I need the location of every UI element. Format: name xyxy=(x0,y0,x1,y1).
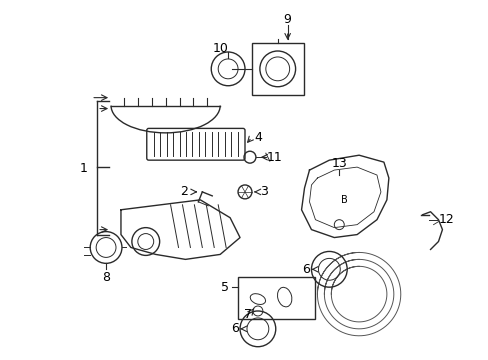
Text: 13: 13 xyxy=(331,157,346,170)
Text: 3: 3 xyxy=(260,185,267,198)
Bar xyxy=(238,277,315,319)
Text: 7: 7 xyxy=(244,309,251,321)
Text: 1: 1 xyxy=(79,162,87,175)
Text: 5: 5 xyxy=(221,281,229,294)
Text: 6: 6 xyxy=(302,263,310,276)
Text: 2: 2 xyxy=(180,185,188,198)
Text: 4: 4 xyxy=(253,131,261,144)
Bar xyxy=(251,43,303,95)
Text: 10: 10 xyxy=(212,41,228,54)
Text: 11: 11 xyxy=(266,151,282,164)
Text: 8: 8 xyxy=(102,271,110,284)
Text: 6: 6 xyxy=(231,322,239,336)
Text: B: B xyxy=(340,195,347,205)
Text: 12: 12 xyxy=(438,213,453,226)
Text: 9: 9 xyxy=(283,13,291,26)
